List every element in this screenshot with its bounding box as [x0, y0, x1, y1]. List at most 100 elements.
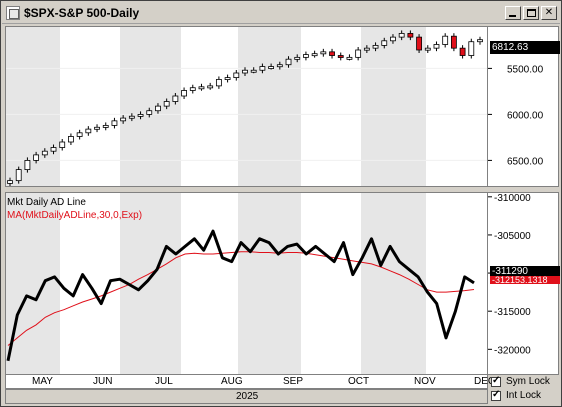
int-lock-checkbox[interactable]: Int Lock	[491, 389, 559, 403]
ma-last-tag: -312153.1318	[490, 276, 560, 284]
candle	[207, 85, 214, 89]
sym-lock-label: Sym Lock	[506, 376, 550, 387]
candle	[128, 115, 135, 119]
candle	[215, 79, 222, 87]
candle	[137, 114, 144, 117]
candle	[442, 35, 449, 45]
month-label: MAY	[32, 376, 53, 387]
y-tick-label: -305000	[494, 231, 531, 242]
candle	[24, 159, 31, 170]
ad-last-tag: -311290	[490, 266, 560, 278]
candle	[477, 39, 483, 43]
title-bar[interactable]: $SPX-S&P 500-Daily ✕	[2, 2, 560, 24]
year-bar: 2025	[5, 389, 488, 404]
candle	[390, 36, 396, 42]
candle	[94, 126, 100, 130]
candle	[355, 49, 362, 58]
candle	[111, 120, 118, 126]
candle	[363, 47, 370, 51]
candle	[468, 41, 475, 56]
candle	[233, 72, 240, 78]
candle	[102, 125, 109, 128]
candle	[276, 64, 283, 68]
maximize-icon	[527, 9, 536, 17]
close-icon: ✕	[544, 7, 554, 18]
month-shade	[120, 27, 181, 186]
candle	[416, 36, 422, 51]
month-shade	[361, 27, 426, 186]
month-label: JUN	[93, 376, 113, 387]
month-label: NOV	[414, 376, 436, 387]
candle	[76, 132, 83, 137]
candle	[311, 53, 318, 57]
close-button[interactable]: ✕	[541, 6, 557, 20]
candle	[320, 51, 327, 55]
candle	[242, 69, 248, 74]
y-tick-label: -315000	[494, 307, 531, 318]
candle	[41, 150, 48, 156]
candle	[398, 33, 405, 38]
candle	[337, 55, 344, 58]
price-chart-svg	[6, 27, 487, 186]
y-tick-label: 6500.00	[507, 156, 544, 167]
indicator-label: Mkt Daily AD Line	[7, 197, 86, 208]
candle	[294, 56, 301, 60]
candle	[250, 69, 257, 73]
time-axis[interactable]: MAY JUN JUL AUG SEP OCT NOV DEC	[5, 375, 495, 389]
year-label: 2025	[236, 391, 259, 402]
candle	[189, 87, 196, 91]
candle	[450, 35, 457, 49]
month-label: AUG	[221, 376, 243, 387]
month-label: JUL	[155, 376, 173, 387]
int-lock-label: Int Lock	[506, 390, 542, 401]
y-tick-label: -320000	[494, 345, 531, 356]
price-axis-svg: 6500.00 6000.00 5500.00	[488, 64, 544, 167]
month-shade	[6, 193, 60, 374]
candle	[268, 66, 275, 69]
candle	[259, 66, 266, 71]
month-label: OCT	[348, 376, 370, 387]
minimize-icon	[509, 15, 516, 17]
last-price-tag: 6812.63	[490, 41, 560, 54]
candle	[372, 44, 379, 49]
candle	[285, 58, 292, 66]
checkbox-checked-icon	[491, 375, 501, 387]
candle	[303, 54, 309, 58]
candle	[459, 47, 466, 56]
ma-line	[7, 251, 475, 346]
price-plot[interactable]	[5, 26, 488, 187]
candle	[120, 117, 127, 122]
month-shade	[238, 193, 301, 374]
month-shade	[238, 27, 301, 186]
month-shade	[6, 27, 60, 186]
candle	[346, 56, 353, 60]
ma-label: MA(MktDailyADLine,30,0,Exp)	[7, 210, 143, 221]
panel-divider[interactable]	[5, 187, 559, 192]
candle	[68, 136, 74, 143]
candle	[33, 154, 40, 161]
candle	[433, 44, 440, 49]
y-tick-label: 5500.00	[507, 64, 544, 75]
candle	[85, 128, 92, 134]
ad-line-plot[interactable]	[5, 192, 488, 375]
ad-line-chart-svg	[6, 193, 475, 374]
checkbox-checked-icon	[491, 389, 501, 401]
y-tick-label: -310000	[494, 193, 531, 204]
app-icon	[6, 6, 20, 20]
candle	[163, 101, 170, 107]
maximize-button[interactable]	[523, 6, 539, 20]
candle	[198, 86, 205, 90]
ad-line	[6, 229, 475, 362]
candle	[7, 180, 13, 184]
candle	[424, 47, 431, 51]
candle	[172, 95, 179, 102]
minimize-button[interactable]	[505, 6, 521, 20]
sym-lock-checkbox[interactable]: Sym Lock	[491, 375, 559, 389]
candle	[50, 147, 57, 152]
candle	[59, 141, 66, 148]
candle	[407, 33, 414, 38]
candle	[146, 110, 153, 115]
ad-line-axis-svg: -310000-305000-310000-315000-320000	[488, 193, 531, 356]
candle	[181, 90, 187, 97]
y-tick-label: 6000.00	[507, 110, 544, 121]
